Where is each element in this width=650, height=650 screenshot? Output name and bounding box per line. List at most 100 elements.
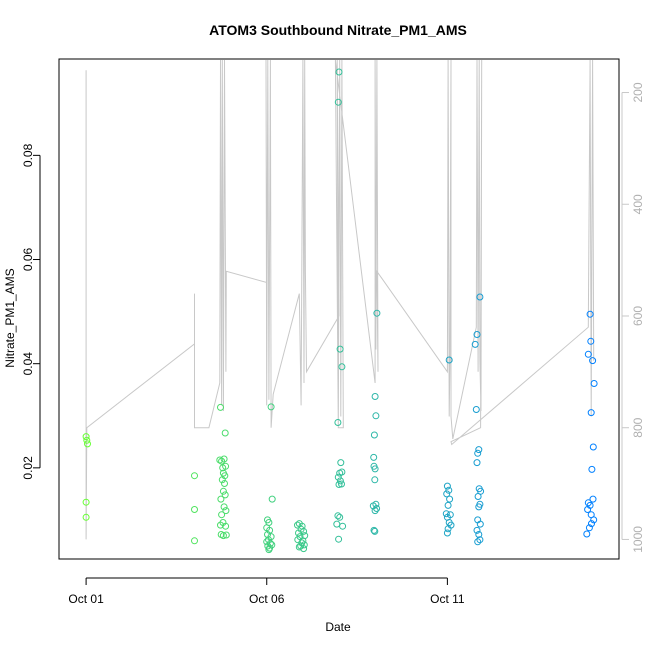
data-point	[221, 429, 229, 437]
y-tick-label: 0.08	[21, 143, 35, 167]
y-tick-label: 0.04	[21, 352, 35, 376]
x-axis: Oct 01 Oct 06 Oct 11	[68, 577, 465, 606]
data-point	[587, 409, 595, 417]
data-point	[217, 521, 224, 529]
data-point	[82, 433, 90, 441]
data-point	[475, 446, 483, 454]
data-point	[338, 468, 346, 476]
data-point	[336, 477, 344, 485]
data-point	[472, 406, 480, 413]
data-point	[295, 543, 303, 551]
data-point	[222, 507, 230, 515]
data-point	[473, 526, 481, 534]
data-point	[220, 503, 228, 511]
data-point	[446, 495, 454, 503]
data-point	[474, 449, 482, 457]
data-point	[263, 538, 271, 546]
data-point	[588, 520, 595, 528]
data-point	[445, 356, 453, 364]
data-point	[219, 532, 227, 540]
data-point	[588, 465, 596, 473]
data-point	[584, 506, 592, 513]
data-point	[221, 491, 229, 499]
data-point	[334, 473, 342, 481]
data-point	[373, 309, 381, 317]
pressure-tick-label: 200	[631, 82, 645, 102]
data-point	[586, 310, 594, 318]
data-point	[474, 538, 482, 546]
data-point	[444, 501, 452, 509]
data-point	[268, 495, 276, 503]
data-point	[191, 506, 198, 513]
data-point	[371, 465, 379, 473]
data-point	[84, 440, 91, 448]
flight-track-line	[85, 59, 595, 540]
data-point	[336, 345, 344, 353]
data-point	[474, 493, 482, 500]
x-tick-label: Oct 01	[68, 592, 104, 606]
data-point	[476, 293, 484, 301]
data-point	[266, 526, 274, 534]
data-point	[335, 68, 343, 76]
data-point	[471, 340, 479, 348]
data-point	[371, 393, 379, 400]
data-point	[371, 527, 379, 535]
data-point	[370, 526, 378, 534]
data-point	[334, 419, 342, 426]
x-axis-label: Date	[325, 620, 351, 634]
data-point	[297, 542, 305, 550]
data-point	[83, 436, 91, 444]
data-point	[337, 459, 345, 467]
data-point	[589, 357, 597, 365]
data-point	[335, 535, 343, 543]
data-point	[590, 516, 598, 524]
data-point	[222, 531, 230, 539]
data-point	[217, 495, 225, 503]
data-point	[583, 530, 591, 538]
data-point	[372, 412, 380, 420]
data-point	[445, 486, 453, 494]
data-point	[338, 363, 346, 371]
pressure-tick-label: 600	[631, 306, 645, 326]
data-point	[191, 537, 198, 545]
data-point	[222, 462, 230, 470]
y-axis: 0.02 0.04 0.06 0.08	[21, 143, 41, 480]
data-point	[339, 522, 347, 530]
data-point	[218, 476, 226, 484]
pressure-tick-label: 1000	[631, 526, 645, 553]
data-point	[295, 529, 302, 537]
data-point	[191, 472, 198, 480]
data-point	[264, 531, 271, 538]
data-point	[82, 498, 90, 506]
data-point	[221, 480, 228, 487]
pressure-tick-label: 800	[631, 417, 645, 437]
y-axis-label: Nitrate_PM1_AMS	[3, 268, 17, 367]
data-point	[443, 529, 451, 537]
data-point	[475, 531, 483, 538]
data-point	[370, 431, 378, 439]
data-point	[370, 453, 378, 461]
data-point	[267, 403, 275, 411]
x-tick-label: Oct 11	[430, 592, 465, 606]
data-point	[584, 350, 592, 358]
data-point	[476, 536, 484, 544]
data-point	[589, 443, 597, 451]
data-point	[587, 337, 595, 345]
data-point	[334, 512, 342, 520]
data-point	[219, 487, 227, 495]
data-point	[333, 520, 341, 528]
data-point	[222, 522, 230, 530]
data-point	[294, 521, 301, 529]
data-point	[82, 513, 90, 521]
data-point	[371, 507, 379, 515]
data-point	[473, 331, 481, 338]
data-point	[373, 505, 381, 512]
plot-area	[58, 58, 620, 560]
data-point	[585, 524, 593, 532]
y-tick-label: 0.02	[21, 456, 35, 480]
data-point	[338, 480, 345, 488]
data-point	[476, 520, 484, 528]
data-point	[336, 513, 344, 521]
data-point	[217, 403, 224, 411]
y-tick-label: 0.06	[21, 247, 35, 271]
